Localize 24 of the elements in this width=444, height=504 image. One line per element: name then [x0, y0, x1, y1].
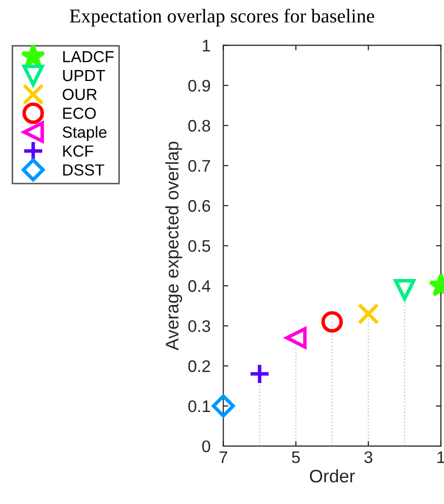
y-tick-label: 1	[202, 40, 210, 52]
y-tick-label: 0.8	[188, 120, 210, 132]
legend-label: KCF	[63, 145, 94, 157]
y-tick-label: 0.4	[188, 280, 210, 292]
y-tick-label: 0.2	[188, 360, 210, 372]
y-tick-label: 0	[202, 440, 210, 452]
y-tick-label: 0.3	[188, 320, 210, 332]
y-tick-label: 0.7	[188, 160, 210, 172]
legend-label: DSST	[63, 164, 104, 176]
y-tick-label: 0.5	[188, 240, 210, 252]
legend-label: ECO	[63, 108, 96, 119]
chart-title: Expectation overlap scores for baseline	[70, 8, 374, 27]
y-axis-title: Average expected overlap	[165, 142, 182, 350]
x-tick-label: 3	[364, 451, 372, 464]
x-tick-label: 5	[292, 452, 300, 464]
y-tick-label: 0.6	[188, 200, 210, 212]
x-tick-label: 7	[220, 452, 228, 463]
y-tick-label: 0.1	[188, 400, 210, 412]
legend-label: OUR	[62, 88, 97, 100]
legend-label: LADCF	[63, 51, 114, 62]
legend-label: UPDT	[63, 70, 106, 82]
legend-label: Staple	[62, 126, 107, 141]
x-axis-title: Order	[310, 469, 355, 482]
y-tick-label: 0.9	[188, 80, 210, 92]
